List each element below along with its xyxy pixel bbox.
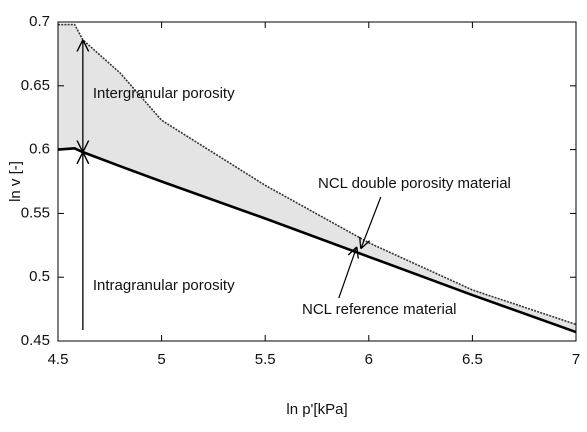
- annotation: Intragranular porosity: [93, 277, 235, 294]
- x-tick-label: 7: [572, 351, 580, 368]
- x-axis-title: ln p'[kPa]: [286, 401, 347, 418]
- y-tick-label: 0.5: [29, 268, 50, 285]
- series-label: NCL double porosity material: [318, 175, 511, 192]
- x-tick-label: 5: [157, 351, 165, 368]
- x-tick-label: 5.5: [255, 351, 276, 368]
- series-label: NCL reference material: [302, 301, 457, 318]
- pointer: [361, 196, 382, 249]
- y-tick-label: 0.45: [21, 332, 50, 349]
- annotation: Intergranular porosity: [93, 85, 235, 102]
- y-tick-label: 0.7: [29, 13, 50, 30]
- porosity-band: [58, 24, 576, 333]
- pointer: [338, 247, 357, 299]
- x-tick-label: 4.5: [48, 351, 69, 368]
- y-tick-label: 0.6: [29, 141, 50, 158]
- x-tick-label: 6.5: [462, 351, 483, 368]
- y-tick-label: 0.65: [21, 77, 50, 94]
- y-axis-title: ln v [-]: [7, 161, 24, 202]
- plot-frame: [57, 21, 577, 342]
- x-tick-label: 6: [365, 351, 373, 368]
- y-tick-label: 0.55: [21, 204, 50, 221]
